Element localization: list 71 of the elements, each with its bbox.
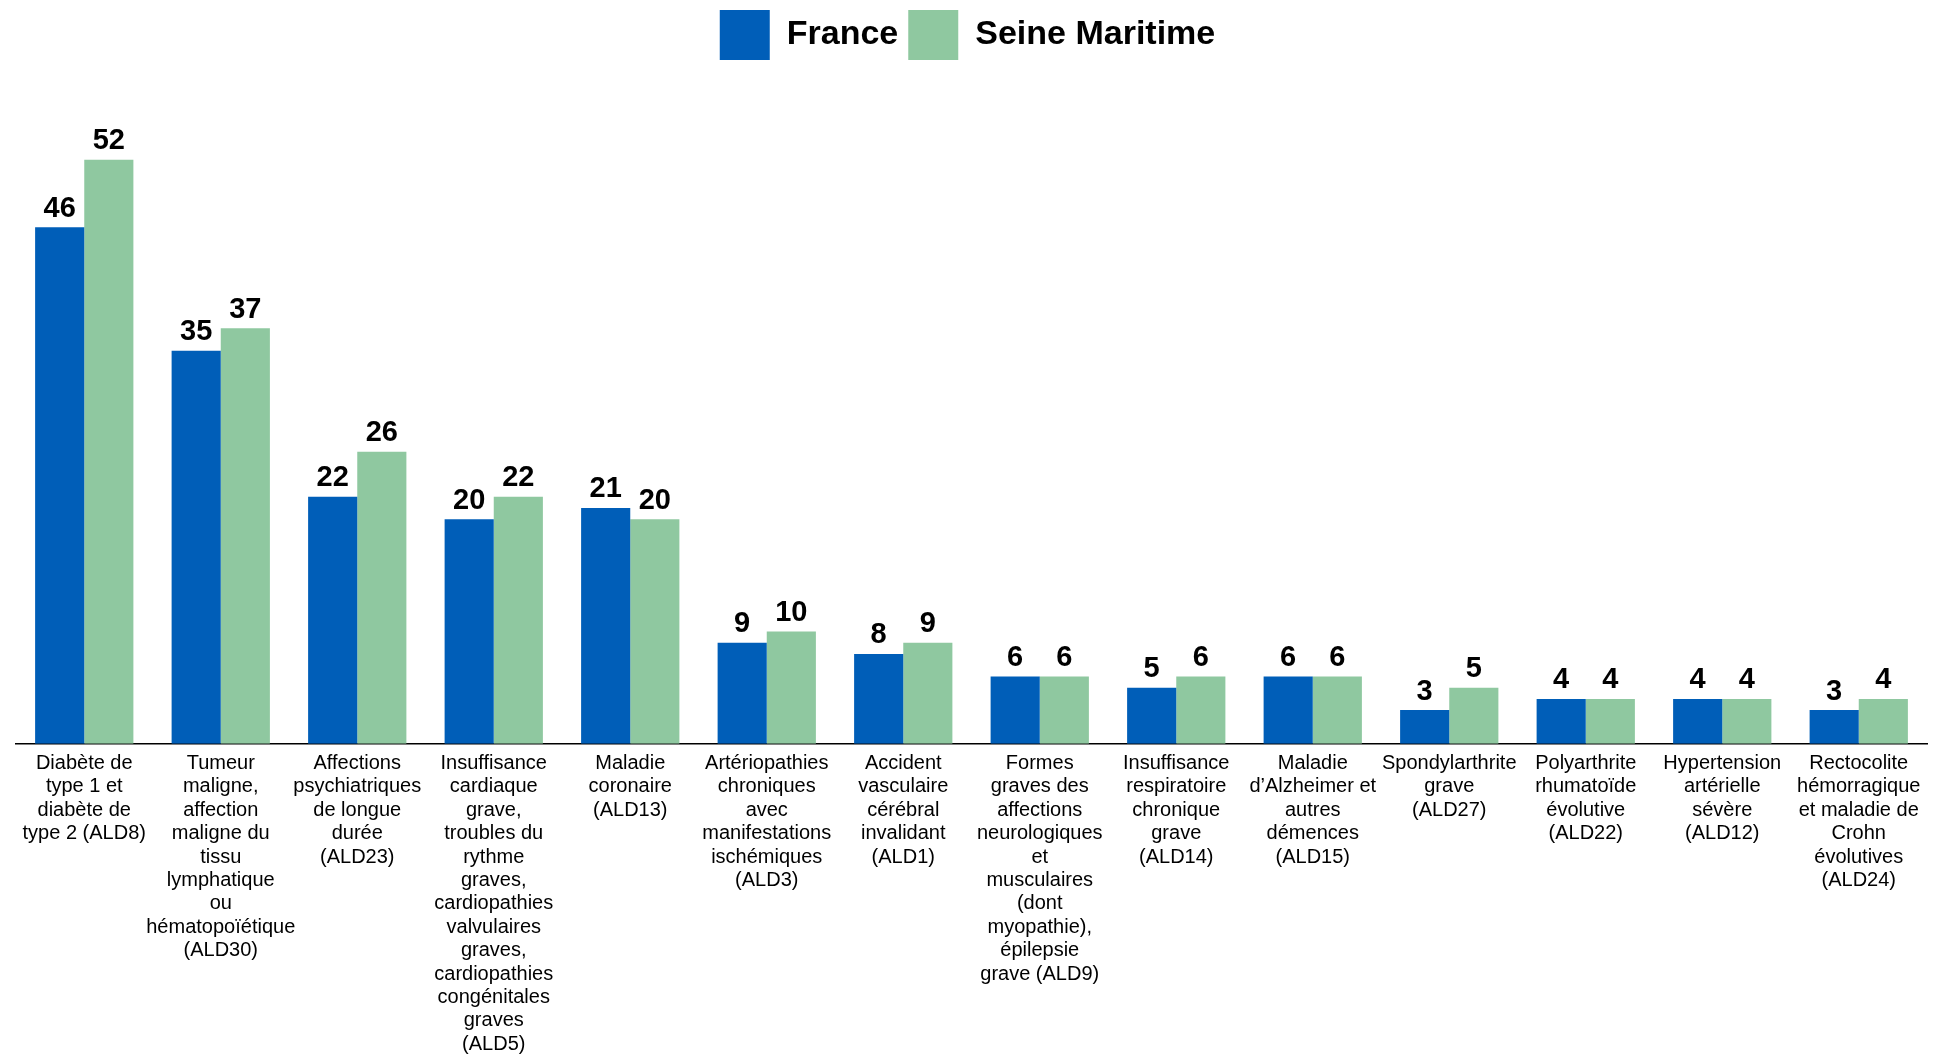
bar (1809, 710, 1859, 744)
data-label: 6 (1329, 639, 1346, 672)
data-label: 5 (1465, 651, 1482, 684)
x-tick-label: Rectocolite hémorragique et maladie de Crohn évolutives (ALD24) (1797, 751, 1921, 891)
x-tick-label: Hypertension artérielle sévère (ALD12) (1663, 751, 1782, 844)
bar (1127, 687, 1177, 744)
data-label: 26 (365, 415, 398, 448)
bar (84, 159, 134, 744)
data-label: 5 (1143, 651, 1160, 684)
data-label: 20 (638, 482, 671, 515)
x-tick-label: Maladie d’Alzheimer et autres démences (ALD15) (1249, 751, 1377, 867)
x-tick-label: Accident vasculaire cérébral invalidant (ALD1) (858, 751, 949, 867)
data-label: 3 (1826, 673, 1843, 706)
bar (766, 631, 816, 744)
data-label: 20 (453, 482, 486, 515)
bar (990, 676, 1040, 744)
bar (1585, 698, 1635, 744)
bar (630, 519, 680, 744)
bar (1039, 676, 1089, 744)
bar (1449, 687, 1499, 744)
data-label: 3 (1416, 673, 1433, 706)
x-tick-label: Artériopathies chroniques avec manifestations ischémiques (ALD3) (702, 751, 832, 891)
data-label: 4 (1875, 662, 1892, 695)
bar (1673, 698, 1723, 744)
x-tick-label: Affections psychiatriques de longue durée (ALD23) (293, 751, 422, 867)
data-label: 4 (1689, 662, 1706, 695)
bar (220, 328, 270, 744)
x-tick-label: Maladie coronaire (ALD13) (588, 751, 672, 820)
bar (444, 519, 494, 744)
x-tick-label: Polyarthrite rhumatoïde évolutive (ALD22) (1535, 751, 1637, 844)
data-label: 6 (1056, 639, 1073, 672)
bar (171, 350, 221, 744)
bar (1176, 676, 1226, 744)
data-label: 35 (180, 314, 213, 347)
data-label: 9 (919, 606, 936, 639)
data-label: 4 (1738, 662, 1755, 695)
bar (1400, 710, 1450, 744)
legend-label: Seine Maritime (975, 13, 1216, 52)
data-label: 6 (1007, 639, 1024, 672)
x-tick-label: Insuffisance respiratoire chronique grave (ALD14) (1123, 751, 1230, 867)
data-label: 46 (43, 190, 76, 223)
data-label: 22 (502, 460, 535, 493)
legend-label: France (786, 13, 899, 52)
bar (854, 653, 904, 744)
data-label: 8 (870, 617, 887, 650)
data-label: 52 (92, 123, 125, 156)
bar (1312, 676, 1362, 744)
bar (357, 451, 407, 744)
bar (903, 642, 953, 744)
bar (717, 642, 767, 744)
category-label: Insuffisance cardiaque grave, troubles du rythme graves, cardiopathies valvulaires graves, cardiopathies congénitales graves (ALD5) (434, 751, 554, 1054)
bar (308, 496, 358, 744)
data-label: 6 (1280, 639, 1297, 672)
data-label: 4 (1553, 662, 1570, 695)
bar (493, 496, 543, 744)
bar (1858, 698, 1908, 744)
data-label: 22 (316, 460, 349, 493)
bar (35, 227, 85, 744)
bar (1536, 698, 1586, 744)
x-tick-label: Spondylarthrite grave (ALD27) (1381, 751, 1517, 820)
bar (1263, 676, 1313, 744)
bar (1722, 698, 1772, 744)
data-label: 10 (775, 595, 808, 627)
data-label: 37 (229, 291, 262, 324)
data-label: 4 (1602, 662, 1619, 695)
data-label: 21 (589, 471, 622, 504)
category-label: Formes graves des affections neurologiques et musculaires (dont myopathie), épilepsie grave (ALD9) (976, 751, 1103, 984)
data-label: 6 (1192, 639, 1209, 672)
data-label: 9 (734, 606, 751, 639)
bar (581, 507, 631, 744)
x-tick-label: Diabète de type 1 et diabète de type 2 (ALD8) (22, 751, 146, 844)
